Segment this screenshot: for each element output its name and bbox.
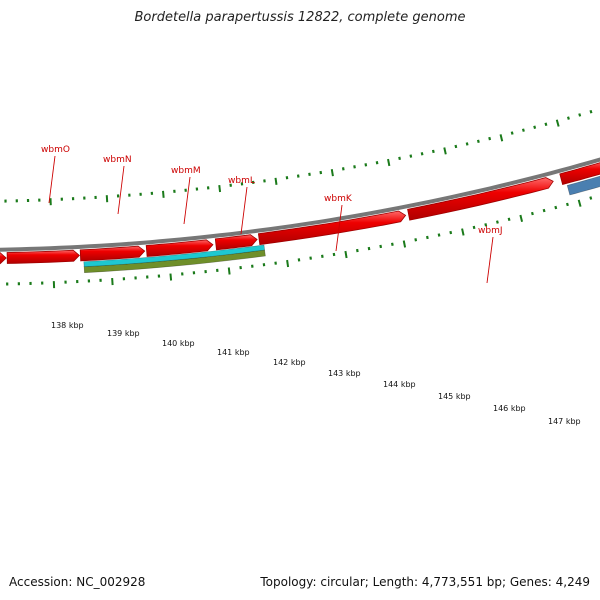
inner-tick <box>488 136 492 141</box>
inner-tick <box>510 131 514 135</box>
genome-stats: Topology: circular; Length: 4,773,551 bp… <box>260 575 590 589</box>
gene-label-wbmO: wbmO <box>41 145 70 155</box>
blue-feature-bar[interactable] <box>566 171 600 196</box>
gene-arrow[interactable] <box>559 161 600 185</box>
inner-tick <box>341 167 345 171</box>
inner-tick <box>274 177 278 185</box>
inner-tick <box>387 158 391 167</box>
inner-tick <box>398 156 401 161</box>
scale-label: 140 kbp <box>162 339 195 348</box>
inner-tick <box>521 128 525 132</box>
inner-tick <box>431 149 435 154</box>
gene-leader-line <box>48 155 56 204</box>
outer-tick <box>227 267 231 275</box>
map-title: Bordetella parapertussis 12822, complete… <box>134 10 466 25</box>
outer-tick <box>554 205 558 210</box>
scale-label: 138 kbp <box>51 321 84 330</box>
inner-tick <box>162 190 165 198</box>
outer-tick <box>472 225 476 230</box>
inner-tick <box>443 147 447 155</box>
inner-tick <box>330 169 334 177</box>
outer-tick <box>507 217 511 222</box>
outer-tick <box>344 250 348 259</box>
outer-tick <box>286 259 290 268</box>
outer-tick <box>530 211 534 216</box>
gene-leader-line <box>183 176 191 225</box>
scale-label: 143 kbp <box>328 369 361 378</box>
outer-tick <box>426 235 429 240</box>
inner-tick <box>375 161 379 165</box>
outer-tick <box>449 230 453 235</box>
inner-tick <box>409 154 413 158</box>
gene-label-wbmM: wbmM <box>171 166 201 176</box>
feature-track <box>83 171 600 274</box>
outer-tick-ring <box>6 196 593 289</box>
gene-arrow[interactable] <box>6 249 80 264</box>
outer-tick <box>577 199 582 207</box>
outer-tick <box>379 244 383 249</box>
scale-label: 145 kbp <box>438 392 471 401</box>
gene-arrow[interactable] <box>407 177 554 221</box>
gene-arrow[interactable] <box>257 210 407 246</box>
outer-tick <box>414 238 418 242</box>
outer-tick <box>542 208 546 213</box>
outer-tick <box>356 248 359 253</box>
scale-label: 142 kbp <box>273 358 306 367</box>
genome-backbone <box>0 157 600 252</box>
gene-label-wbmN: wbmN <box>103 155 132 165</box>
inner-tick <box>499 134 504 142</box>
outer-tick <box>437 233 441 237</box>
gene-leader-line <box>117 165 125 215</box>
outer-tick <box>367 246 371 251</box>
gene-leader-line <box>240 186 248 235</box>
inner-tick <box>476 139 480 143</box>
inner-tick <box>566 116 570 120</box>
scale-label: 144 kbp <box>383 380 416 389</box>
inner-tick <box>420 152 424 156</box>
outer-tick <box>484 223 488 227</box>
outer-tick <box>495 220 499 224</box>
outer-tick <box>402 240 407 248</box>
scale-label-layer: 138 kbp 139 kbp 140 kbp 141 kbp 142 kbp 143 k… <box>51 321 581 426</box>
gene-arrow[interactable] <box>0 252 7 265</box>
cyan-feature-bar[interactable] <box>83 244 265 268</box>
inner-tick <box>454 144 458 149</box>
scale-label: 141 kbp <box>217 348 250 357</box>
scale-label: 146 kbp <box>493 404 526 413</box>
outer-tick <box>519 214 524 223</box>
inner-tick <box>544 122 548 127</box>
gene-leader-line <box>335 204 343 252</box>
gene-label-layer: wbmO wbmN wbmM wbmL wbmK wbmJ <box>41 145 503 284</box>
inner-tick <box>364 163 368 167</box>
scale-label: 139 kbp <box>107 329 140 338</box>
inner-tick <box>555 119 560 127</box>
outer-tick <box>589 196 593 200</box>
outer-tick <box>461 228 465 236</box>
outer-tick <box>169 273 173 281</box>
gene-arrow[interactable] <box>79 245 146 262</box>
gene-leader-line <box>486 236 494 284</box>
inner-tick <box>589 109 593 114</box>
inner-tick <box>533 125 537 129</box>
gene-arrow[interactable] <box>145 239 214 257</box>
accession-text: Accession: NC_002928 <box>9 575 146 589</box>
inner-tick <box>465 142 469 146</box>
outer-tick <box>565 202 569 207</box>
backbone-line <box>0 157 600 252</box>
inner-tick <box>353 165 356 169</box>
inner-tick <box>578 113 582 117</box>
gene-label-wbmL: wbmL <box>228 176 255 186</box>
gene-arrow[interactable] <box>214 234 258 251</box>
gene-track <box>0 161 600 265</box>
gene-label-wbmJ: wbmJ <box>478 226 503 236</box>
gene-label-wbmK: wbmK <box>324 194 353 204</box>
inner-tick-ring <box>4 109 593 206</box>
inner-tick <box>218 184 222 193</box>
outer-tick <box>391 242 394 246</box>
scale-label: 147 kbp <box>548 417 581 426</box>
